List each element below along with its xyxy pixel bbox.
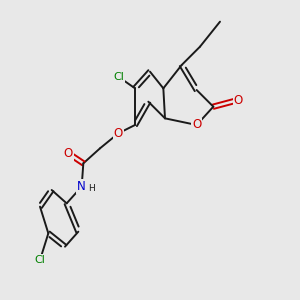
- Text: O: O: [64, 147, 73, 160]
- Text: Cl: Cl: [34, 255, 45, 265]
- Text: O: O: [192, 118, 201, 131]
- Text: O: O: [234, 94, 243, 106]
- Text: N: N: [77, 180, 86, 193]
- Text: O: O: [114, 127, 123, 140]
- Text: H: H: [88, 184, 94, 193]
- Text: Cl: Cl: [113, 72, 124, 82]
